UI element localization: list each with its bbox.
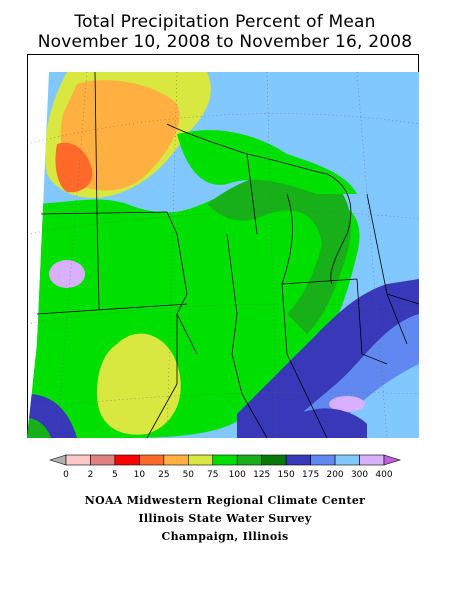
map-title: Total Precipitation Percent of Mean bbox=[74, 12, 376, 32]
state-boundaries bbox=[36, 71, 419, 438]
map-date-range: November 10, 2008 to November 16, 2008 bbox=[37, 32, 413, 52]
field-25-50 bbox=[55, 142, 93, 193]
field-125-150 bbox=[207, 170, 351, 334]
field-150-175-south bbox=[247, 408, 367, 438]
legend-label: 400 bbox=[375, 470, 392, 480]
legend-swatch bbox=[65, 454, 91, 466]
legend-label: 200 bbox=[326, 470, 343, 480]
field-300-400-west bbox=[49, 260, 85, 288]
legend-swatch bbox=[261, 454, 287, 466]
legend-swatch bbox=[285, 454, 311, 466]
credit-organization: NOAA Midwestern Regional Climate Center bbox=[84, 494, 366, 507]
legend-swatch bbox=[163, 454, 189, 466]
legend-arrow-low bbox=[48, 454, 67, 466]
legend-label: 100 bbox=[229, 470, 246, 480]
legend-label: 10 bbox=[134, 470, 146, 480]
legend-swatch bbox=[90, 454, 116, 466]
legend-label: 2 bbox=[88, 470, 94, 480]
legend-label: 0 bbox=[63, 470, 69, 480]
legend-label: 75 bbox=[207, 470, 218, 480]
field-75-100-southwest bbox=[97, 333, 181, 435]
field-100-125-lakes bbox=[177, 130, 357, 194]
legend-swatch bbox=[212, 454, 238, 466]
legend-labels: 0 2 5 10 25 50 75 100 125 150 175 200 300 400 bbox=[63, 470, 393, 480]
graticule bbox=[27, 71, 419, 438]
legend-label: 25 bbox=[158, 470, 169, 480]
field-150-175 bbox=[237, 279, 419, 438]
legend-swatch bbox=[334, 454, 360, 466]
legend-label: 50 bbox=[183, 470, 195, 480]
legend-swatch bbox=[359, 454, 385, 466]
field-50-75 bbox=[60, 80, 180, 191]
legend-label: 150 bbox=[278, 470, 295, 480]
credit-location: Champaign, Illinois bbox=[161, 530, 289, 543]
legend-swatch bbox=[188, 454, 214, 466]
legend-label: 300 bbox=[351, 470, 368, 480]
legend-swatch bbox=[139, 454, 165, 466]
precipitation-legend: 0 2 5 10 25 50 75 100 125 150 175 200 300 400 bbox=[48, 454, 402, 480]
legend-arrow-high bbox=[383, 454, 402, 466]
legend-label: 175 bbox=[302, 470, 319, 480]
legend-swatch bbox=[310, 454, 336, 466]
legend-label: 125 bbox=[253, 470, 270, 480]
credit-survey: Illinois State Water Survey bbox=[138, 512, 312, 525]
legend-swatch bbox=[236, 454, 262, 466]
precipitation-map bbox=[27, 54, 419, 438]
field-125-150-southwest bbox=[27, 418, 51, 438]
legend-swatch bbox=[114, 454, 140, 466]
legend-color-bar bbox=[48, 454, 402, 466]
field-300-400-east bbox=[329, 396, 365, 412]
legend-label: 5 bbox=[112, 470, 118, 480]
precipitation-fields bbox=[27, 72, 419, 438]
